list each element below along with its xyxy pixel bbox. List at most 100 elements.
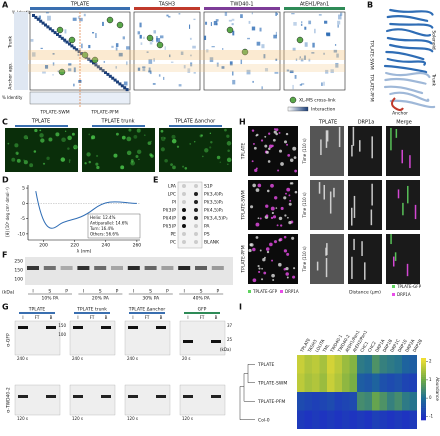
band	[73, 326, 83, 329]
puncta	[283, 196, 287, 200]
helix	[389, 99, 436, 109]
label: PE	[170, 232, 176, 238]
puncta	[256, 133, 259, 137]
contact	[330, 69, 334, 74]
contact	[246, 69, 251, 75]
helix	[385, 28, 432, 37]
signal	[34, 128, 38, 133]
signal	[48, 137, 53, 142]
spot	[194, 240, 198, 244]
label: Helix: 12.4%	[90, 215, 116, 220]
signal	[189, 143, 192, 145]
label: TPLATE-PFM	[90, 110, 118, 116]
colorbar	[421, 397, 426, 400]
crosslink	[241, 48, 249, 56]
contact	[261, 86, 263, 90]
signal	[170, 163, 173, 166]
puncta	[292, 146, 297, 151]
crosslink	[296, 36, 304, 44]
heat-cell	[334, 410, 342, 429]
colorbar	[421, 395, 426, 398]
puncta	[283, 249, 288, 253]
contact	[143, 36, 145, 39]
puncta	[260, 139, 264, 142]
panel-letter: D	[2, 176, 9, 185]
puncta	[289, 158, 294, 163]
contact	[300, 58, 304, 62]
heat-cell	[327, 392, 335, 411]
contact	[126, 46, 130, 50]
spot	[182, 224, 186, 228]
spot	[194, 216, 198, 220]
puncta	[266, 250, 270, 254]
label: Merge	[396, 120, 412, 126]
track	[394, 252, 397, 261]
contact	[289, 70, 294, 74]
contact	[192, 45, 196, 49]
contact	[325, 69, 329, 74]
contact	[40, 47, 43, 49]
contact	[338, 14, 342, 20]
heat-cell	[387, 410, 395, 429]
contact	[232, 30, 235, 36]
track	[392, 256, 395, 267]
contact	[122, 36, 125, 40]
heat-cell	[349, 392, 357, 411]
band	[27, 266, 39, 270]
contact	[52, 62, 55, 66]
band	[73, 395, 83, 398]
track	[338, 126, 341, 148]
contact	[189, 37, 192, 40]
contact	[163, 76, 165, 80]
signal	[126, 136, 132, 142]
domain-bar	[19, 312, 55, 314]
puncta	[272, 279, 275, 282]
signal	[15, 151, 19, 155]
track	[326, 243, 328, 256]
contact	[187, 68, 191, 73]
colorbar	[421, 411, 426, 415]
colorbar	[421, 364, 426, 367]
track	[325, 130, 328, 148]
label: Time (110 s)	[302, 246, 307, 273]
colorbar	[421, 415, 426, 419]
puncta	[272, 215, 277, 219]
heat-cell	[409, 392, 417, 411]
signal	[130, 159, 134, 163]
signal	[172, 165, 176, 170]
contact	[95, 33, 97, 39]
label: 120 s	[182, 416, 193, 421]
contact	[77, 54, 79, 57]
contact	[139, 22, 142, 28]
contact	[102, 21, 104, 26]
helix	[385, 50, 425, 61]
contact	[300, 21, 303, 23]
band	[111, 266, 123, 270]
signal	[11, 157, 16, 162]
puncta	[286, 252, 290, 256]
label: TPLATE-SWM	[241, 190, 247, 220]
contact	[142, 66, 146, 72]
crosslink	[226, 26, 234, 34]
track	[14, 12, 28, 90]
heat-cell	[304, 392, 312, 411]
heat-cell	[409, 373, 417, 392]
label: α-GFP	[6, 333, 12, 347]
label: PI(3)P	[163, 208, 176, 214]
colorbar	[421, 384, 426, 388]
contact	[166, 14, 169, 17]
contact	[300, 83, 305, 85]
puncta	[280, 224, 283, 227]
contact	[205, 21, 208, 25]
signal	[219, 161, 222, 164]
signal	[29, 163, 34, 168]
heat-cell	[387, 355, 395, 374]
contact	[213, 20, 218, 26]
band	[211, 266, 224, 270]
heat-cell	[379, 392, 387, 411]
signal	[14, 143, 19, 148]
diagonal	[72, 46, 76, 50]
blot	[179, 384, 226, 416]
colorbar	[421, 405, 426, 408]
diagonal	[77, 50, 81, 54]
